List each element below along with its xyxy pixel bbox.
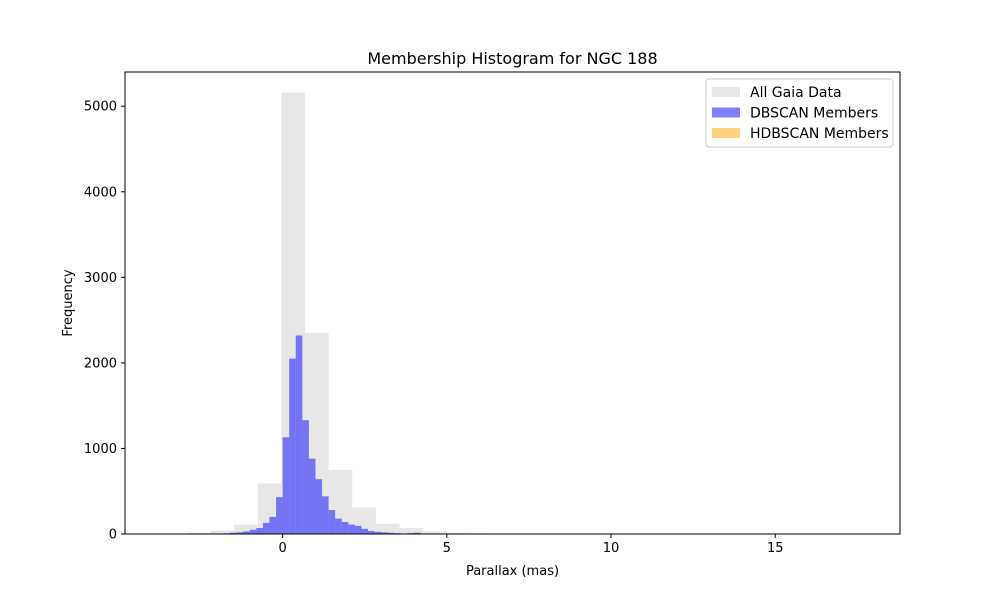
histogram-bar [335, 518, 342, 534]
histogram-bar [276, 497, 283, 534]
histogram-bar [348, 524, 355, 534]
histogram-bar [381, 532, 388, 534]
histogram-bar [374, 531, 382, 534]
x-tick-label: 15 [767, 541, 784, 556]
legend-swatch [712, 107, 740, 118]
bars-layer [163, 92, 854, 535]
histogram-bar [243, 531, 250, 534]
histogram-bar [368, 531, 375, 534]
x-tick-label: 10 [603, 541, 620, 556]
histogram-bar [308, 458, 316, 534]
legend-swatch [712, 87, 740, 97]
legend-frame [705, 78, 894, 148]
y-axis-label: Frequency [61, 269, 76, 336]
x-axis-ticks: 0 5 10 15 [278, 534, 783, 556]
histogram-bar [387, 532, 395, 534]
histogram-bar [375, 523, 400, 534]
histogram-bar [282, 437, 290, 534]
histogram-bar [186, 532, 211, 534]
histogram-bar [269, 516, 277, 534]
histogram-bar [256, 528, 263, 534]
legend-swatch [712, 128, 740, 138]
histogram-bar [230, 532, 237, 534]
y-tick-label: 1000 [84, 442, 117, 457]
legend-label: All Gaia Data [750, 85, 842, 101]
y-tick-label: 3000 [84, 271, 117, 286]
y-tick-label: 2000 [84, 356, 117, 371]
histogram-bar [399, 528, 424, 534]
histogram-bar [341, 522, 349, 534]
series-dbscan-members [216, 335, 447, 534]
y-axis-ticks: 0 1000 2000 3000 4000 5000 [84, 100, 125, 543]
legend-label: DBSCAN Members [750, 106, 878, 122]
legend-label: HDBSCAN Members [750, 126, 889, 142]
histogram-bar [354, 525, 362, 534]
histogram-bar [289, 358, 296, 534]
histogram-bar [234, 524, 258, 534]
histogram-bar [315, 479, 323, 534]
histogram-bar [322, 496, 329, 534]
histogram-bar [262, 522, 270, 534]
chart-title: Membership Histogram for NGC 188 [367, 49, 657, 68]
histogram-bar [413, 532, 421, 534]
histogram-bar [361, 528, 369, 534]
plot-area: 0 5 10 15 0 1000 2000 3000 4000 5000 [84, 71, 901, 556]
histogram-bar [446, 532, 471, 534]
histogram-bar [328, 510, 336, 534]
histogram-bar [302, 420, 309, 534]
x-axis-label: Parallax (mas) [466, 564, 559, 579]
y-tick-label: 5000 [84, 100, 117, 115]
legend: All Gaia Data DBSCAN Members HDBSCAN Membe… [705, 78, 894, 148]
x-tick-label: 0 [278, 541, 286, 556]
histogram-bar [249, 529, 257, 534]
axes-frame [124, 71, 901, 535]
histogram-bar [236, 532, 244, 534]
histogram-bar [210, 530, 235, 534]
x-tick-label: 5 [443, 541, 451, 556]
histogram-bar [423, 531, 447, 534]
histogram-bar [295, 335, 303, 534]
y-tick-label: 4000 [84, 185, 117, 200]
y-tick-label: 0 [109, 528, 117, 543]
